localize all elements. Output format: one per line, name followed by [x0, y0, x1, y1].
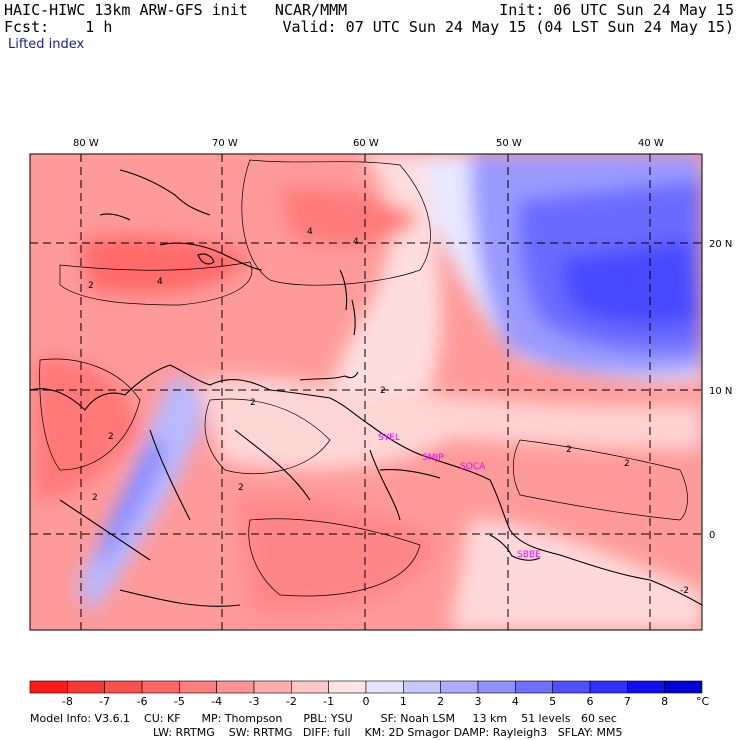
lon-label-70w: 70 W	[212, 138, 238, 149]
contour-label: 2	[92, 493, 98, 503]
lon-label-40w: 40 W	[638, 138, 664, 149]
lat-label-20n: 20 N	[709, 239, 732, 250]
contour-label: 4	[157, 277, 163, 287]
contour-label: 4	[353, 237, 359, 247]
field-name: Lifted index	[8, 37, 85, 52]
colorbar-tick-label: 5	[549, 695, 556, 708]
contour-label: 2	[624, 459, 630, 469]
contour-label: 2	[108, 432, 114, 442]
colorbar-swatch	[29, 680, 68, 694]
colorbar-tick-label: 6	[587, 695, 594, 708]
colorbar-swatch	[328, 680, 367, 694]
colorbar: -8 -7 -6 -5 -4 -3 -2 -1 0 1 2 3 4 5 6 7 8	[29, 680, 703, 708]
colorbar-tick-label: 1	[400, 695, 407, 708]
colorbar-swatch	[216, 680, 255, 694]
colorbar-swatch	[67, 680, 105, 694]
colorbar-tick-label: 4	[512, 695, 519, 708]
header-valid-time: Valid: 07 UTC Sun 24 May 15 (04 LST Sun …	[282, 18, 734, 36]
shaded-field	[30, 154, 702, 630]
colorbar-swatch	[253, 680, 292, 694]
colorbar-tick-label: 8	[661, 695, 668, 708]
station-label-sbbe: SBBE	[517, 550, 541, 560]
colorbar-tick-label: -6	[137, 695, 148, 708]
colorbar-swatch	[179, 680, 217, 694]
colorbar-tick-label: 7	[624, 695, 631, 708]
footer-physics-info: LW: RRTMG SW: RRTMG DIFF: full KM: 2D Sm…	[153, 726, 623, 739]
header-title: HAIC-HIWC 13km ARW-GFS init NCAR/MMM	[4, 1, 348, 19]
colorbar-swatch	[440, 680, 479, 694]
header-forecast-hour: Fcst: 1 h	[4, 18, 113, 36]
colorbar-tick-label: -3	[249, 695, 260, 708]
lon-label-50w: 50 W	[496, 138, 522, 149]
colorbar-tick-label: -5	[174, 695, 185, 708]
contour-lines	[39, 159, 688, 597]
lat-label-equator: 0	[709, 530, 715, 541]
footer-model-info: Model Info: V3.6.1 CU: KF MP: Thompson P…	[30, 712, 617, 725]
contour-label: -2	[680, 586, 689, 596]
colorbar-tick-label: 2	[437, 695, 444, 708]
contour-label: 2	[88, 281, 94, 291]
colorbar-swatch	[141, 680, 180, 694]
lon-label-80w: 80 W	[73, 138, 99, 149]
colorbar-swatch	[477, 680, 516, 694]
station-label-soca: SOCA	[460, 462, 486, 472]
colorbar-swatch	[589, 680, 628, 694]
colorbar-swatch	[365, 680, 404, 694]
contour-label: 2	[250, 398, 256, 408]
lat-label-10n: 10 N	[709, 386, 732, 397]
map-frame	[29, 153, 703, 631]
colorbar-swatch	[627, 680, 665, 694]
colorbar-swatch	[552, 680, 591, 694]
coastlines	[30, 169, 702, 607]
contour-label: 2	[380, 386, 386, 396]
station-label-syel: SYEL	[378, 433, 400, 443]
colorbar-swatch	[104, 680, 143, 694]
graticule	[30, 154, 702, 630]
colorbar-tick-label: -8	[62, 695, 73, 708]
header-init-time: Init: 06 UTC Sun 24 May 15	[499, 1, 734, 19]
colorbar-swatch	[515, 680, 553, 694]
contour-label: 4	[307, 227, 313, 237]
colorbar-tick-label: -4	[211, 695, 222, 708]
colorbar-tick-label: -7	[99, 695, 110, 708]
colorbar-tick-label: -1	[323, 695, 334, 708]
colorbar-tick-label: -2	[286, 695, 297, 708]
colorbar-swatch	[291, 680, 329, 694]
station-label-smjp: SMJP	[422, 453, 444, 463]
lon-label-60w: 60 W	[353, 138, 379, 149]
contour-label: 2	[566, 445, 572, 455]
colorbar-unit: °C	[696, 695, 710, 708]
colorbar-swatch	[403, 680, 441, 694]
colorbar-tick-label: 3	[475, 695, 482, 708]
contour-label: 2	[238, 483, 244, 493]
colorbar-swatch	[664, 680, 703, 694]
colorbar-tick-label: 0	[363, 695, 370, 708]
